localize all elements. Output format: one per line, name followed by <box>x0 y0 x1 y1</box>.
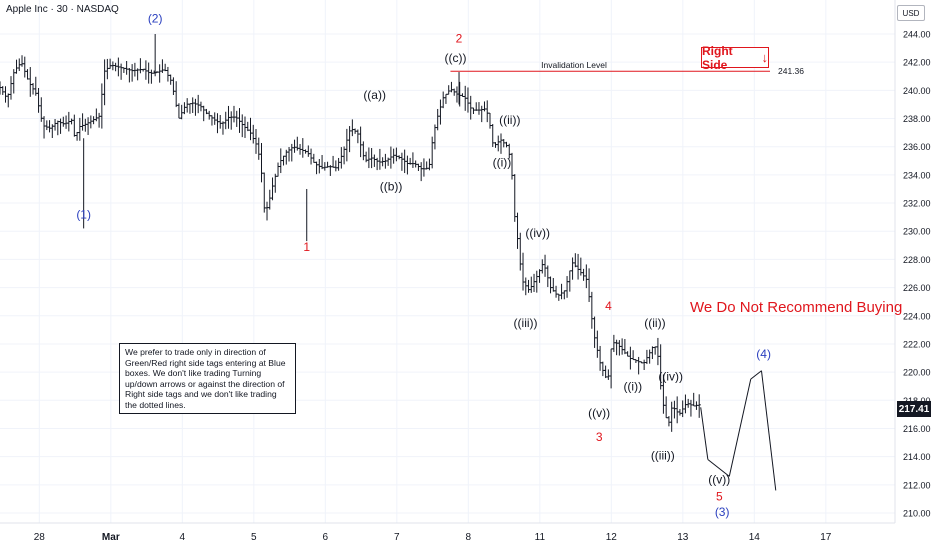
y-tick-label: 214.00 <box>903 452 931 462</box>
price-bars <box>0 34 701 432</box>
y-tick-label: 220.00 <box>903 368 931 378</box>
time-axis: 28 Mar 4 5 6 7 8 11 12 13 14 17 <box>34 532 832 543</box>
wave-label: ((iv)) <box>658 370 683 384</box>
wave-label: ((iv)) <box>525 226 550 240</box>
warning-text: We Do Not Recommend Buying <box>690 299 903 316</box>
wave-label: 5 <box>716 489 723 503</box>
wave-label: ((i)) <box>623 379 642 393</box>
y-tick-label: 240.00 <box>903 86 931 96</box>
projection-path <box>700 370 777 491</box>
y-tick-label: 242.00 <box>903 58 931 68</box>
wave-label: ((iii)) <box>514 316 538 330</box>
y-tick-label: 224.00 <box>903 311 931 321</box>
x-tick-label: Mar <box>102 532 120 543</box>
wave-label: (3) <box>715 505 730 519</box>
invalidation-label: Invalidation Level <box>541 60 607 70</box>
wave-label: (1) <box>76 208 91 222</box>
y-tick-label: 222.00 <box>903 339 931 349</box>
gridlines <box>0 0 895 523</box>
x-tick-label: 6 <box>323 532 329 543</box>
projection-line <box>760 370 777 491</box>
wave-label: ((i)) <box>493 155 512 169</box>
y-tick-label: 228.00 <box>903 255 931 265</box>
right-side-tag: Right Side ↓ <box>701 44 769 72</box>
invalidation-level: Invalidation Level 241.36 <box>450 60 804 76</box>
projection-line <box>750 370 762 380</box>
projection-line <box>707 459 730 477</box>
x-tick-label: 12 <box>606 532 618 543</box>
currency-button[interactable]: USD <box>897 5 925 21</box>
y-tick-label: 230.00 <box>903 227 931 237</box>
x-tick-label: 17 <box>820 532 832 543</box>
projection-line <box>700 407 709 460</box>
wave-label: ((a)) <box>363 88 386 102</box>
wave-label: ((ii)) <box>499 113 520 127</box>
y-tick-label: 218.00 <box>903 396 931 406</box>
y-tick-label: 234.00 <box>903 170 931 180</box>
wave-label: (4) <box>756 347 771 361</box>
y-tick-label: 212.00 <box>903 480 931 490</box>
y-tick-label: 236.00 <box>903 142 931 152</box>
wave-label: ((c)) <box>444 51 466 65</box>
down-arrow-icon: ↓ <box>761 50 769 65</box>
projection-line <box>728 379 752 477</box>
x-tick-label: 13 <box>677 532 689 543</box>
x-tick-label: 7 <box>394 532 400 543</box>
symbol-title: Apple Inc · 30 · NASDAQ <box>6 4 119 15</box>
wave-label: ((v)) <box>708 472 730 486</box>
x-tick-label: 5 <box>251 532 257 543</box>
x-tick-label: 28 <box>34 532 46 543</box>
y-tick-label: 232.00 <box>903 199 931 209</box>
wave-label: 2 <box>456 31 463 45</box>
y-tick-label: 238.00 <box>903 114 931 124</box>
wave-label: 1 <box>303 240 310 254</box>
y-tick-label: 226.00 <box>903 283 931 293</box>
last-price-badge: 217.41 <box>897 401 931 417</box>
wave-label: ((b)) <box>380 179 403 193</box>
wave-label: (2) <box>148 12 163 26</box>
price-axis: 210.00 212.00 214.00 216.00 218.00 220.00 222.… <box>903 30 931 519</box>
wave-label: ((v)) <box>588 406 610 420</box>
x-tick-label: 14 <box>749 532 761 543</box>
wave-label: ((ii)) <box>644 316 665 330</box>
wave-label: 4 <box>605 299 612 313</box>
x-tick-label: 8 <box>466 532 472 543</box>
invalidation-price: 241.36 <box>778 66 804 76</box>
y-tick-label: 244.00 <box>903 30 931 40</box>
wave-label: ((iii)) <box>651 448 675 462</box>
x-tick-label: 4 <box>180 532 186 543</box>
wave-labels: (1) (2) 1 ((a)) ((b)) 2 ((c)) ((ii)) ((i)) ((iv))… <box>76 12 771 519</box>
wave-label: 3 <box>596 430 603 444</box>
x-tick-label: 11 <box>535 532 546 543</box>
y-tick-label: 216.00 <box>903 424 931 434</box>
strategy-note: We prefer to trade only in direction of … <box>119 343 296 414</box>
y-tick-label: 210.00 <box>903 509 931 519</box>
right-side-tag-label: Right Side <box>702 43 733 72</box>
